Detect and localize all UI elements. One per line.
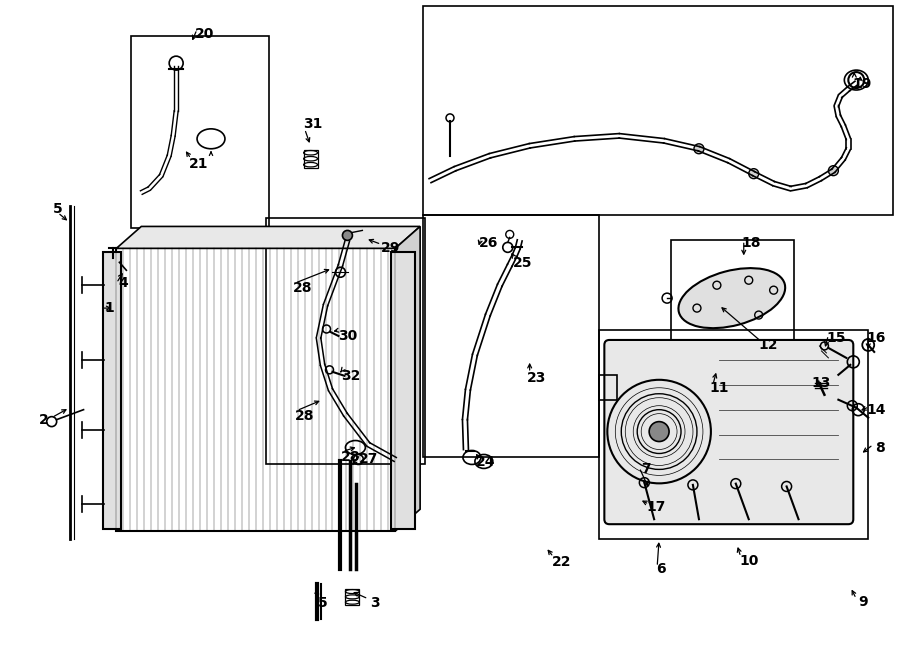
Bar [671, 240, 794, 355]
Bar [423, 216, 599, 457]
Polygon shape [116, 226, 420, 248]
Text: 4: 4 [119, 276, 129, 290]
Text: 28: 28 [295, 408, 314, 422]
Text: 24: 24 [476, 455, 496, 469]
Text: 16: 16 [867, 331, 886, 345]
Text: 10: 10 [739, 554, 759, 568]
Bar [599, 330, 868, 539]
FancyBboxPatch shape [604, 340, 853, 524]
Text: 1: 1 [104, 301, 114, 315]
Text: 18: 18 [741, 236, 760, 250]
Text: 23: 23 [526, 371, 546, 385]
Text: 9: 9 [859, 595, 868, 609]
Circle shape [343, 230, 353, 240]
Text: 21: 21 [189, 157, 209, 171]
Bar [392, 252, 415, 529]
Bar [104, 252, 122, 529]
Text: 28: 28 [292, 281, 312, 295]
Text: 6: 6 [656, 562, 666, 576]
Text: 22: 22 [552, 555, 572, 569]
Bar [131, 36, 269, 228]
Text: 12: 12 [759, 338, 778, 352]
Text: 30: 30 [338, 329, 357, 343]
Circle shape [749, 169, 759, 179]
Text: 3: 3 [371, 596, 380, 610]
Text: 8: 8 [876, 440, 885, 455]
Text: 25: 25 [513, 256, 533, 270]
Circle shape [828, 166, 839, 175]
Text: 29: 29 [381, 242, 400, 256]
Text: 26: 26 [479, 236, 499, 250]
Bar [303, 150, 318, 167]
Text: 5: 5 [53, 201, 62, 216]
Ellipse shape [679, 268, 785, 328]
Text: 17: 17 [646, 500, 666, 514]
Bar [346, 589, 359, 605]
Text: 7: 7 [642, 463, 651, 477]
Text: 32: 32 [341, 369, 360, 383]
Text: 11: 11 [709, 381, 729, 395]
Bar [599, 375, 617, 400]
Circle shape [694, 144, 704, 154]
Text: 2: 2 [39, 412, 49, 426]
Bar [266, 218, 425, 465]
Circle shape [649, 422, 669, 442]
Polygon shape [395, 226, 420, 531]
Text: 5: 5 [318, 596, 328, 610]
Text: 14: 14 [867, 402, 886, 416]
Bar [423, 7, 893, 216]
Text: 15: 15 [826, 331, 846, 345]
Text: 13: 13 [812, 376, 831, 390]
Text: 27: 27 [359, 452, 378, 467]
Text: 31: 31 [303, 117, 322, 131]
Text: 19: 19 [852, 77, 872, 91]
Text: 20: 20 [195, 27, 215, 41]
Text: 28: 28 [341, 450, 360, 465]
